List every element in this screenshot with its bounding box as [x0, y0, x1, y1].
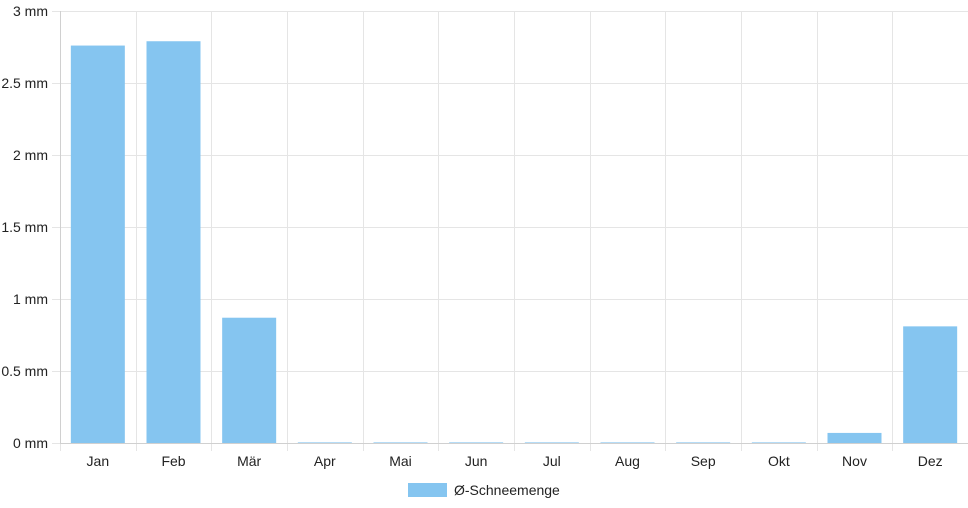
x-tick-label: Apr — [314, 453, 336, 469]
x-tick-label: Jul — [543, 453, 561, 469]
bar-aug[interactable] — [600, 442, 655, 443]
x-tick-label: Okt — [768, 453, 790, 469]
bar-jul[interactable] — [524, 442, 579, 443]
legend-label[interactable]: Ø-Schneemenge — [454, 482, 560, 498]
x-tick-label: Aug — [615, 453, 640, 469]
y-tick-label: 3 mm — [13, 3, 48, 19]
bars — [70, 41, 958, 444]
y-tick-label: 1.5 mm — [1, 219, 48, 235]
bar-okt[interactable] — [751, 442, 806, 443]
y-tick-label: 2.5 mm — [1, 75, 48, 91]
bar-nov[interactable] — [827, 432, 882, 443]
x-tick-label: Feb — [161, 453, 185, 469]
bar-feb[interactable] — [146, 41, 201, 444]
legend[interactable]: Ø-Schneemenge — [408, 482, 560, 498]
bar-mär[interactable] — [222, 317, 277, 443]
y-tick-label: 1 mm — [13, 291, 48, 307]
x-tick-labels: Jan Feb Mär Apr Mai Jun Jul Aug Sep Okt Nov Dez — [87, 453, 943, 469]
x-tick-label: Mär — [237, 453, 261, 469]
x-tick-label: Jun — [465, 453, 488, 469]
x-tick-label: Mai — [389, 453, 412, 469]
legend-swatch[interactable] — [408, 483, 447, 497]
y-tick-label: 2 mm — [13, 147, 48, 163]
y-tick-labels: 0 mm 0.5 mm 1 mm 1.5 mm 2 mm 2.5 mm 3 mm — [1, 3, 48, 451]
bar-dez[interactable] — [903, 326, 958, 443]
bar-jun[interactable] — [449, 442, 504, 443]
y-tick-label: 0.5 mm — [1, 363, 48, 379]
bar-sep[interactable] — [676, 442, 731, 443]
x-tick-label: Sep — [691, 453, 716, 469]
bar-apr[interactable] — [297, 442, 352, 443]
x-tick-label: Dez — [918, 453, 943, 469]
x-tick-label: Jan — [87, 453, 110, 469]
bar-jan[interactable] — [70, 45, 125, 444]
x-tick-label: Nov — [842, 453, 867, 469]
grid-lines — [52, 11, 968, 451]
axes — [60, 11, 968, 444]
bar-mai[interactable] — [373, 442, 428, 443]
y-tick-label: 0 mm — [13, 435, 48, 451]
